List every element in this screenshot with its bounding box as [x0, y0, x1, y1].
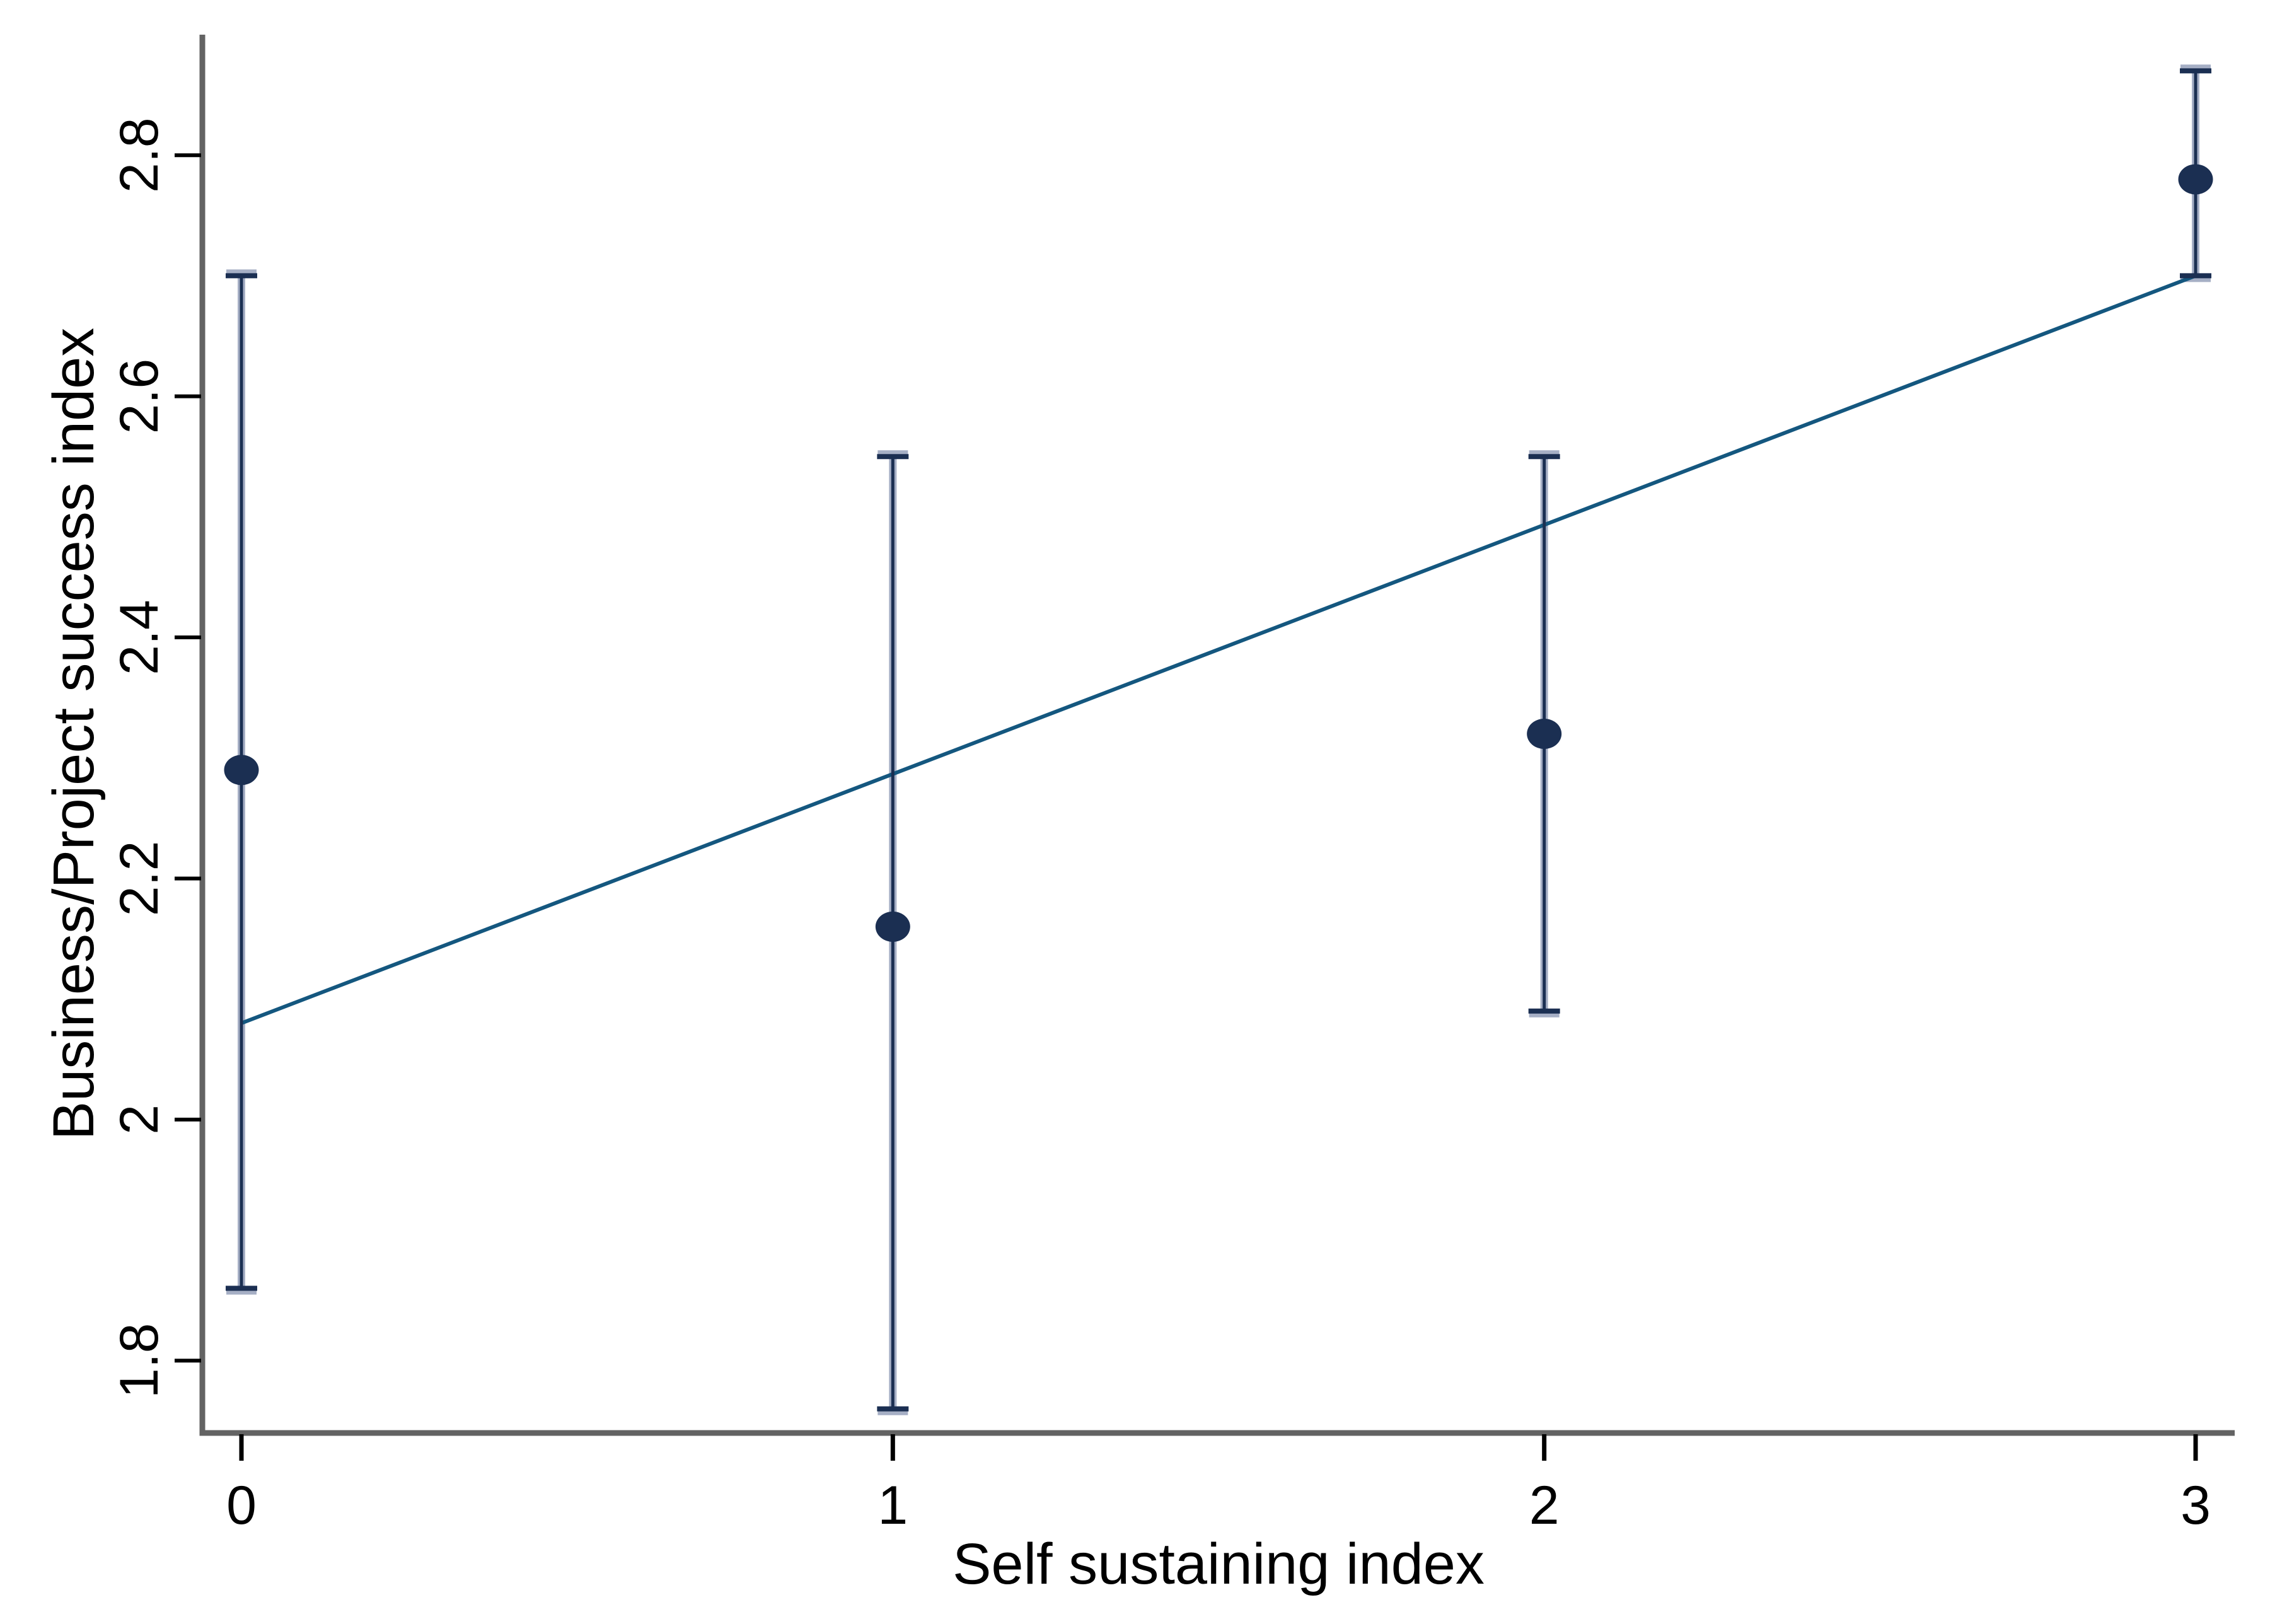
y-axis-title: Business/Project success index	[42, 328, 106, 1140]
x-axis-tick-label: 0	[226, 1475, 257, 1536]
y-axis-tick-label: 1.8	[109, 1323, 170, 1398]
y-axis-tick-label: 2.8	[109, 117, 170, 193]
y-axis-tick-label: 2.4	[109, 600, 170, 675]
x-axis-tick-label: 2	[1529, 1475, 1560, 1536]
x-axis-tick-label: 1	[877, 1475, 908, 1536]
x-axis-title: Self sustaining index	[953, 1532, 1485, 1596]
y-axis-tick-label: 2.6	[109, 359, 170, 434]
y-axis-tick-label: 2	[109, 1105, 170, 1135]
data-point-marker	[875, 911, 910, 942]
data-point-marker	[1527, 719, 1562, 749]
x-axis-tick-label: 3	[2180, 1475, 2211, 1536]
fit-line	[240, 274, 2197, 1025]
data-point-marker	[224, 755, 259, 786]
y-axis-tick-label: 2.2	[109, 841, 170, 917]
data-point-marker	[2178, 164, 2213, 195]
